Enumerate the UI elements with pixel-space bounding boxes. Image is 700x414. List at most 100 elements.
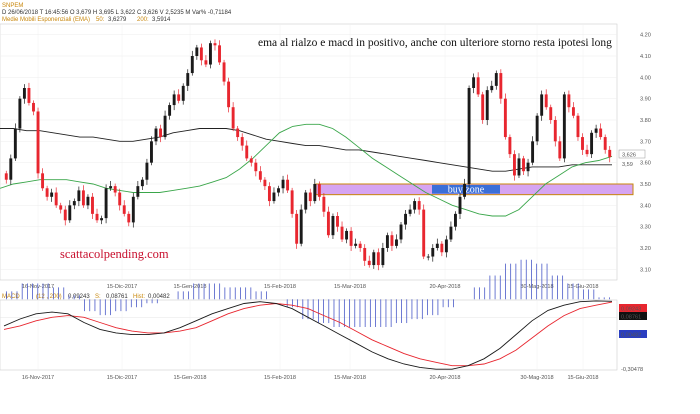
signal-tag-box: [619, 312, 647, 320]
candle-body: [199, 47, 203, 61]
last-price-tag-box: [618, 149, 646, 159]
candle-body: [131, 196, 135, 223]
macd-x-tick-label: 16-Nov-2017: [22, 375, 54, 381]
macd-signal-line: [3, 301, 613, 367]
candle-body: [263, 179, 267, 187]
candle-body: [272, 192, 276, 202]
candle-body: [299, 209, 303, 244]
candle-body: [345, 230, 349, 240]
candle-body: [159, 128, 162, 138]
candle-body: [317, 184, 321, 197]
macd-x-axis: 16-Nov-2017 15-Dic-2017 15-Gen-2018 15-Feb-…: [22, 375, 599, 381]
candle-body: [535, 115, 539, 142]
candle-body: [581, 137, 584, 150]
analysis-annotation: ema al rialzo e macd in positivo, anche …: [258, 37, 612, 49]
candle-body: [313, 184, 317, 202]
candle-body: [13, 128, 17, 159]
candle-body: [517, 158, 521, 176]
candle-body: [458, 196, 462, 214]
macd-grid: [0, 300, 617, 370]
candle-body: [385, 235, 389, 248]
last-price-tag: 3,626: [622, 153, 636, 159]
macd-line: [3, 300, 613, 370]
ema50-legend-label: 50:: [96, 17, 105, 23]
ema200-line: [0, 128, 612, 172]
price-x-tick-label: 15-Gen-2018: [174, 284, 207, 290]
price-y-tick-label: 3.20: [640, 246, 651, 252]
candle-body: [567, 94, 571, 108]
price-panel-frame: [0, 23, 618, 281]
candle-body: [18, 98, 22, 129]
candle-body: [463, 184, 466, 197]
candle-body: [544, 94, 548, 108]
candle-body: [177, 94, 181, 101]
candle-body: [590, 132, 594, 155]
candle-body: [395, 239, 398, 246]
candle-body: [95, 213, 99, 221]
candle-body: [549, 107, 553, 120]
candle-body: [59, 205, 63, 210]
candle-body: [599, 128, 603, 138]
price-y-tick-label: 3.60: [640, 161, 651, 167]
macd-panel-frame: [0, 299, 618, 371]
price-x-tick-label: 15-Feb-2018: [264, 284, 296, 290]
price-grid: [0, 24, 617, 280]
candle-body: [295, 213, 299, 244]
macd-x-tick-label: 15-Feb-2018: [264, 375, 296, 381]
candle-body: [168, 105, 172, 116]
price-y-tick-label: 3.80: [640, 118, 651, 124]
candle-body: [109, 186, 113, 189]
buy-zone-label-background: [432, 185, 500, 194]
price-y-tick-label: 3.50: [640, 182, 651, 188]
macd-hist-value: 0,00482: [148, 294, 170, 300]
candle-body: [208, 43, 212, 65]
candle-body: [367, 260, 371, 266]
signal-tag: 0,08761: [621, 315, 641, 321]
price-x-tick-label: 15-Giu-2018: [567, 284, 598, 290]
price-y-tick-label: 3.90: [640, 97, 651, 103]
symbol-label: SNPEM: [2, 3, 23, 9]
candle-body: [140, 179, 144, 187]
price-y-tick-label: 4.10: [640, 54, 651, 60]
macd-x-tick-label: 15-Giu-2018: [567, 375, 598, 381]
buy-zone-label: buy zone: [448, 185, 485, 196]
ema-value-tag: 3,59: [622, 162, 633, 168]
candle-body: [435, 243, 439, 248]
macd-bottom-tag: -0,30478: [621, 367, 643, 373]
candle-body: [72, 201, 76, 206]
macd-x-tick-label: 15-Gen-2018: [174, 375, 207, 381]
price-y-tick-label: 3.10: [640, 267, 651, 273]
candle-body: [490, 85, 494, 91]
macd-tag: 0,09243: [621, 307, 641, 313]
candle-body: [444, 239, 448, 253]
hist-tag-box: [619, 330, 647, 338]
candle-body: [154, 128, 158, 142]
macd-label: MACD: [2, 294, 20, 300]
candle-body: [100, 218, 104, 221]
ema200-legend-value: 3,5914: [152, 17, 171, 23]
candle-body: [390, 235, 394, 246]
macd-x-tick-label: 15-Mar-2018: [334, 375, 366, 381]
candle-body: [68, 205, 72, 221]
candle-body: [363, 248, 367, 261]
watermark-text: scattacolpending.com: [60, 247, 169, 261]
candle-body: [508, 137, 512, 155]
candle-body: [81, 190, 85, 206]
candle-body: [118, 192, 122, 206]
candle-body: [86, 196, 90, 206]
candles: [4, 39, 612, 271]
candle-body: [145, 162, 149, 180]
candle-body: [91, 196, 94, 214]
candle-body: [485, 90, 489, 120]
candle-body: [372, 252, 376, 266]
candle-body: [585, 149, 589, 155]
candle-body: [608, 149, 612, 158]
candle-body: [531, 141, 535, 163]
macd-hist-label: Hist:: [133, 294, 145, 300]
price-y-tick-label: 3.30: [640, 225, 651, 231]
macd-histogram: [6, 259, 610, 328]
candle-body: [381, 248, 385, 266]
candle-body: [512, 154, 516, 176]
candle-body: [376, 252, 380, 266]
